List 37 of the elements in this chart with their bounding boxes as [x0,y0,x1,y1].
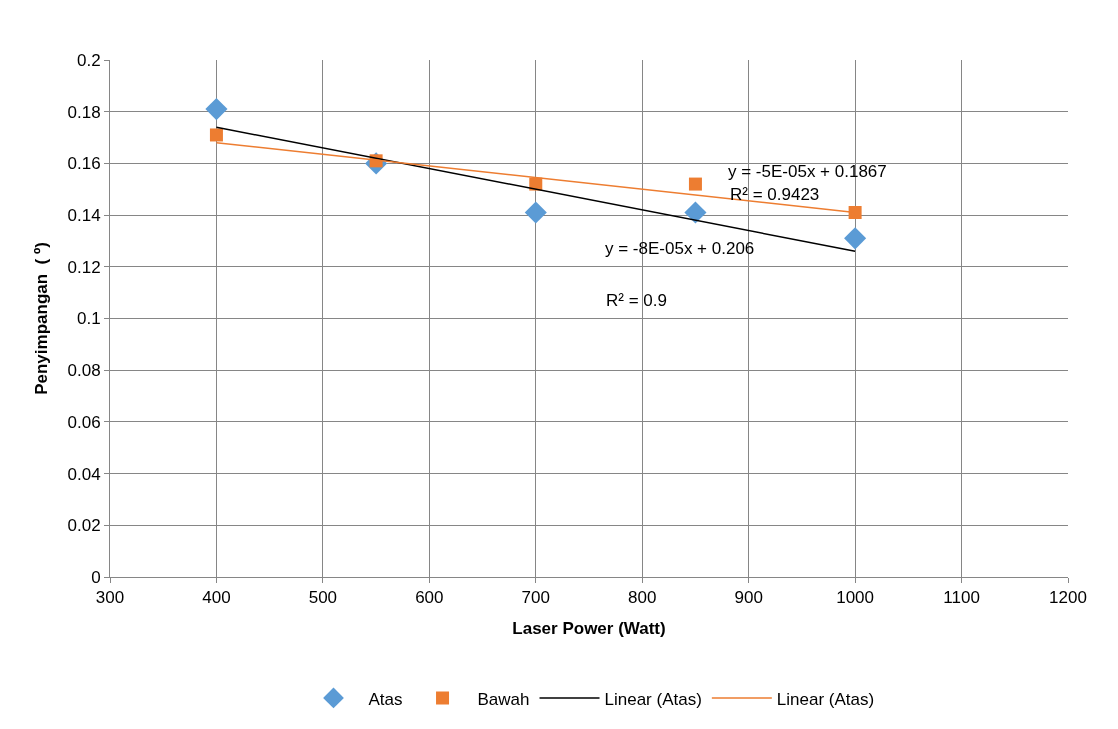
x-tick-label: 1100 [943,588,980,608]
x-tick-label: 300 [95,588,125,608]
x-tick-label: 1000 [836,588,875,608]
x-tick-label: 500 [308,588,338,608]
x-tick-label: 600 [415,588,444,608]
legend-label: Bawah [477,689,530,709]
point [844,227,867,250]
y-tick-label: 0.04 [67,464,101,484]
annotation: R² = 0.9 [606,291,667,310]
legend-label: Linear (Atas) [604,689,702,709]
legend-label: Linear (Atas) [776,689,875,709]
point [205,98,228,121]
y-tick-label: 0 [91,567,101,587]
y-tick-label: 0.2 [76,50,101,70]
y-tick-label: 0.18 [67,102,101,122]
x-tick-label: 800 [628,588,657,608]
y-tick-label: 0.02 [67,516,101,536]
point [848,206,862,220]
point [209,128,223,142]
x-tick-label: 700 [521,588,550,608]
y-tick-label: 0.08 [67,361,101,381]
x-tick-label: 900 [734,588,763,608]
annotation: y = -5E-05x + 0.1867 [728,162,887,181]
point [524,201,547,224]
x-tick-label: 1200 [1049,588,1087,608]
legend-label: Atas [368,689,403,709]
y-tick-label: 0.12 [67,257,101,277]
y-tick-label: 0.1 [76,309,101,329]
annotation: y = -8E-05x + 0.206 [605,239,755,258]
y-tick-label: 0.16 [67,154,101,174]
point [688,177,702,191]
y-axis-title: Penyimpangan ( º) [32,242,52,395]
x-tick-label: 400 [202,588,231,608]
y-tick-label: 0.06 [67,412,101,432]
x-axis-title: Laser Power (Watt) [512,618,666,638]
point [684,201,707,224]
y-tick-label: 0.14 [67,206,101,226]
